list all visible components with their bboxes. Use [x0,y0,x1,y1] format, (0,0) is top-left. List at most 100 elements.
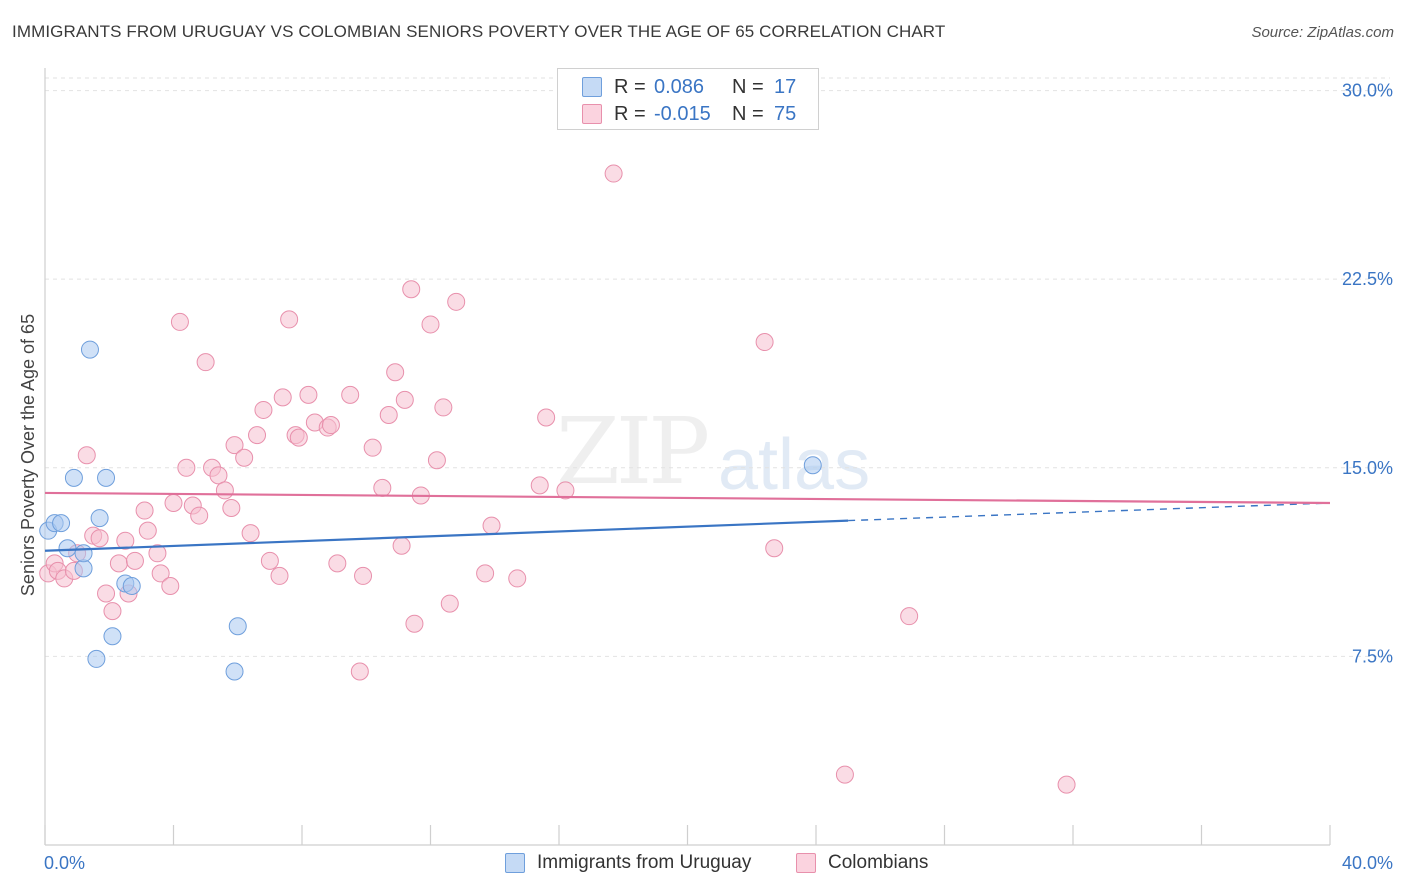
data-point-colombians [476,564,495,583]
data-point-colombians [1057,775,1076,794]
data-point-colombians [835,765,854,784]
data-point-colombians [190,506,209,525]
data-point-colombians [508,569,527,588]
data-point-colombians [196,353,215,372]
data-point-colombians [248,426,267,445]
legend-swatch-colombians [582,104,602,124]
legend-n-value: 17 [774,75,797,98]
watermark-zip: ZIP [556,398,710,505]
data-point-uruguay [803,456,822,475]
data-point-colombians [354,566,373,585]
data-point-uruguay [97,468,116,487]
data-point-colombians [289,428,308,447]
data-point-colombians [900,607,919,626]
data-point-colombians [109,554,128,573]
legend-r-label: R = [614,102,646,125]
legend-item-uruguay[interactable]: Immigrants from Uruguay [505,852,751,874]
points-layer [39,164,1076,794]
data-point-colombians [273,388,292,407]
trend-line-uruguay-extension [848,502,1331,522]
legend-item-colombians[interactable]: Colombians [796,852,928,874]
data-point-colombians [537,408,556,427]
data-point-colombians [241,524,260,543]
axis-layer [44,68,1331,846]
correlation-legend: R = 0.086 N = 17 R = -0.015 N = 75 [557,68,819,130]
legend-swatch-uruguay [505,853,525,873]
legend-r-value: -0.015 [654,102,711,125]
data-point-colombians [556,481,575,500]
x-tick-label-max: 40.0% [1342,853,1393,873]
legend-n-label: N = [732,75,764,98]
data-point-colombians [225,436,244,455]
legend-row-uruguay: R = 0.086 N = 17 [582,75,796,99]
label-layer: 7.5% 15.0% 22.5% 30.0% 0.0% 40.0% Seniors Pove… [18,81,1393,873]
y-tick-label: 22.5% [1342,269,1393,289]
data-point-colombians [260,551,279,570]
legend-swatch-colombians [796,853,816,873]
data-point-colombians [161,576,180,595]
legend-swatch-uruguay [582,77,602,97]
data-point-colombians [421,315,440,334]
data-point-colombians [440,594,459,613]
data-point-uruguay [58,539,77,558]
y-tick-label: 30.0% [1342,81,1393,101]
data-point-colombians [434,398,453,417]
data-point-colombians [209,466,228,485]
data-point-uruguay [74,544,93,563]
data-point-uruguay [122,576,141,595]
legend-label-uruguay: Immigrants from Uruguay [537,852,752,873]
data-point-colombians [280,310,299,329]
data-point-uruguay [228,617,247,636]
data-point-uruguay [80,340,99,359]
data-point-colombians [177,458,196,477]
data-point-colombians [604,164,623,183]
data-point-colombians [138,521,157,540]
legend-r-label: R = [614,75,646,98]
data-point-uruguay [103,627,122,646]
x-tick-label-min: 0.0% [44,853,85,873]
data-point-colombians [395,390,414,409]
chart-title: IMMIGRANTS FROM URUGUAY VS COLOMBIAN SEN… [12,22,946,41]
data-point-colombians [254,400,273,419]
legend-n-label: N = [732,102,764,125]
data-point-colombians [235,448,254,467]
legend-n-value: 75 [774,102,797,125]
data-point-colombians [350,662,369,681]
trend-line-uruguay [44,519,849,552]
data-point-colombians [402,280,421,299]
data-point-uruguay [74,559,93,578]
data-point-uruguay [52,514,71,533]
data-point-colombians [116,531,135,550]
data-point-colombians [755,333,774,352]
y-tick-label: 15.0% [1342,458,1393,478]
data-point-colombians [103,602,122,621]
data-point-colombians [447,292,466,311]
data-point-colombians [341,385,360,404]
legend-row-colombians: R = -0.015 N = 75 [582,102,796,126]
legend-label-colombians: Colombians [828,852,929,873]
y-axis-title: Seniors Poverty Over the Age of 65 [18,314,38,596]
data-point-uruguay [90,509,109,528]
data-point-uruguay [225,662,244,681]
data-point-colombians [90,529,109,548]
data-point-colombians [170,312,189,331]
trend-layer [44,491,1331,552]
legend-r-value: 0.086 [654,75,705,98]
data-point-colombians [321,416,340,435]
trend-line-colombians [44,491,1331,505]
data-point-uruguay [64,468,83,487]
data-point-uruguay [87,649,106,668]
data-point-colombians [765,539,784,558]
data-point-colombians [148,544,167,563]
data-point-colombians [222,499,241,518]
data-point-colombians [405,614,424,633]
data-point-colombians [215,481,234,500]
data-point-colombians [270,566,289,585]
data-point-colombians [125,551,144,570]
data-point-colombians [135,501,154,520]
data-point-colombians [363,438,382,457]
data-point-colombians [151,564,170,583]
source-label: Source: ZipAtlas.com [1251,24,1394,41]
y-tick-label: 7.5% [1352,646,1393,666]
